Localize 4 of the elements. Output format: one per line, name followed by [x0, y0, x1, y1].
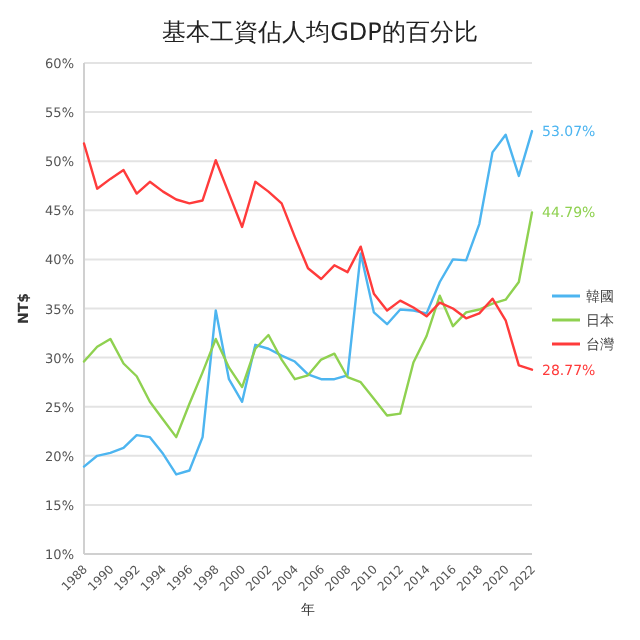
line-series	[82, 211, 534, 439]
line-series	[82, 142, 534, 371]
chart-title: 基本工資佔人均GDP的百分比	[162, 18, 478, 46]
line-series	[82, 129, 534, 476]
